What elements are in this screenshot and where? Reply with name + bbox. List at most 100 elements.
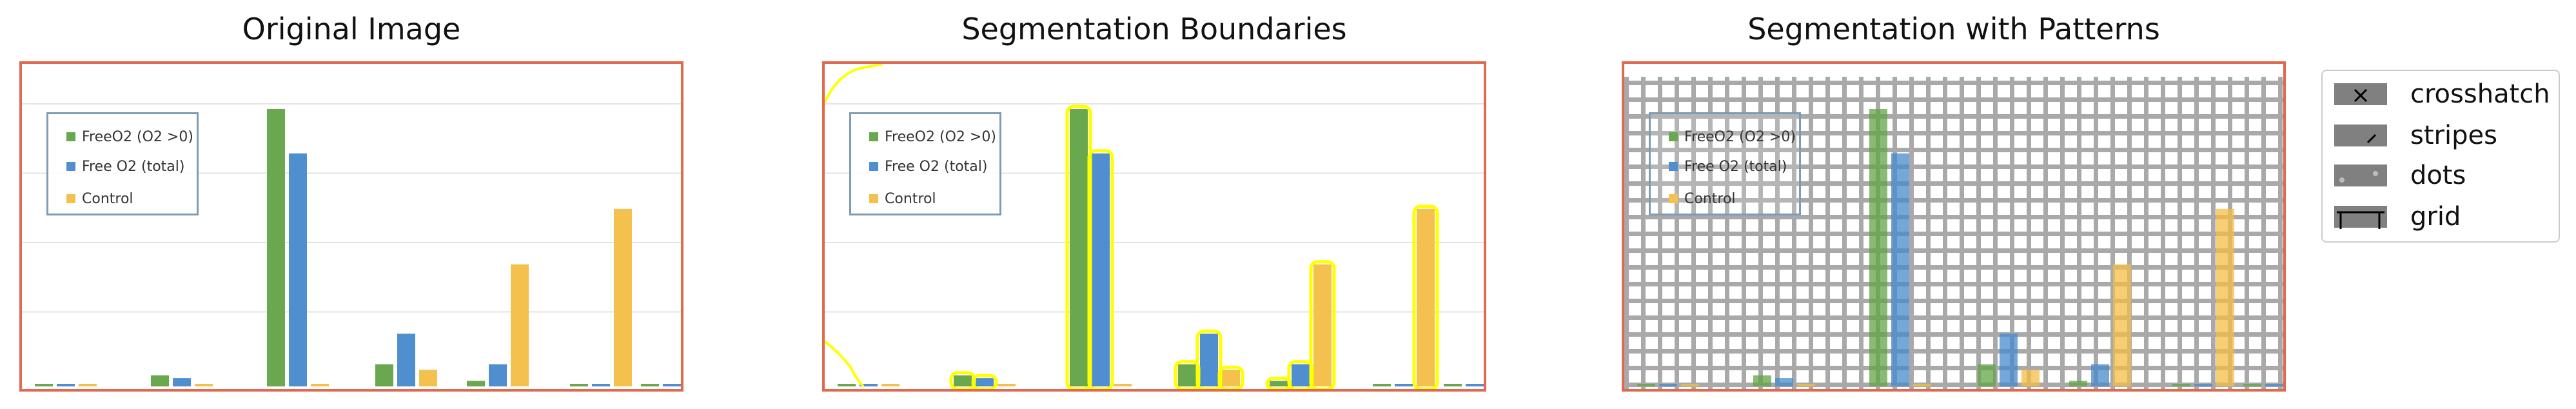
boundaries-chart: [825, 64, 1484, 389]
inset-legend-item: FreeO2 (O2 >0): [869, 128, 996, 145]
bar: [1797, 384, 1815, 386]
bar: [57, 384, 75, 386]
bar: [1978, 364, 1996, 386]
bar: [2172, 384, 2190, 386]
legend-label: FreeO2 (O2 >0): [885, 128, 996, 145]
panel-patterns: FreeO2 (O2 >0) Free O2 (total) Control: [1622, 61, 2286, 392]
crosshatch-swatch: [2334, 83, 2387, 105]
bar: [1913, 384, 1931, 386]
pattern-label: grid: [2410, 202, 2461, 232]
pattern-legend-item: stripes: [2334, 120, 2497, 151]
bar: [397, 334, 415, 386]
bar: [998, 384, 1016, 386]
inset-legend-item: Control: [66, 190, 133, 207]
bar: [1178, 364, 1196, 386]
legend-swatch: [869, 162, 878, 171]
legend-swatch: [1669, 162, 1678, 171]
bar: [1395, 384, 1413, 386]
bar: [195, 384, 213, 386]
bar: [2021, 370, 2040, 386]
panel-title-boundaries: Segmentation Boundaries: [961, 12, 1347, 46]
bar: [151, 375, 169, 386]
legend-label: Control: [82, 190, 133, 207]
bar: [1200, 334, 1218, 386]
bar: [1659, 384, 1677, 386]
original-chart: [22, 103, 681, 387]
bar: [2194, 384, 2212, 386]
legend-label: Control: [885, 190, 936, 207]
stripes-swatch: [2334, 125, 2387, 146]
legend-label: Free O2 (total): [82, 158, 185, 175]
patterns-chart: [1624, 77, 2283, 389]
segment-boundary: [971, 374, 998, 389]
bar: [641, 384, 659, 386]
grid-swatch: [2334, 206, 2387, 229]
bar: [2069, 381, 2087, 386]
pattern-legend-item: crosshatch: [2334, 79, 2550, 110]
pattern-overlay: [1624, 77, 2283, 389]
bar: [1466, 384, 1484, 386]
bar: [614, 208, 632, 386]
inset-legend-item: FreeO2 (O2 >0): [66, 128, 193, 145]
bar: [511, 264, 529, 386]
bar: [419, 370, 437, 386]
bar: [570, 384, 588, 386]
bar: [1092, 153, 1110, 387]
legend-label: FreeO2 (O2 >0): [1684, 128, 1796, 145]
inset-legend-item: Free O2 (total): [869, 158, 987, 175]
segment-boundary: [825, 340, 865, 388]
panel-boundaries: FreeO2 (O2 >0) Free O2 (total) Control: [822, 61, 1486, 392]
legend-swatch: [66, 162, 75, 171]
inset-legend: FreeO2 (O2 >0) Free O2 (total) Control: [46, 112, 199, 215]
bar: [881, 384, 900, 386]
bar: [2265, 384, 2283, 386]
pattern-legend: crosshatch stripes dots grid: [2321, 70, 2560, 243]
bar: [2243, 384, 2261, 386]
bar: [663, 384, 681, 386]
pattern-legend-item: grid: [2334, 201, 2461, 232]
inset-legend-item: Free O2 (total): [1669, 158, 1787, 175]
bar: [954, 375, 972, 386]
bar: [1114, 384, 1132, 386]
bar: [2000, 334, 2018, 386]
legend-swatch: [66, 194, 75, 203]
segment-boundary: [825, 64, 883, 103]
inset-legend: FreeO2 (O2 >0) Free O2 (total) Control: [849, 112, 1001, 215]
pattern-label: stripes: [2410, 121, 2497, 150]
bar: [1417, 208, 1435, 386]
bar: [375, 364, 393, 386]
segment-boundary: [1217, 365, 1244, 389]
bar: [311, 384, 329, 386]
legend-label: Control: [1684, 190, 1736, 207]
pattern-label: crosshatch: [2410, 79, 2550, 109]
bar: [1444, 384, 1462, 386]
legend-label: Free O2 (total): [1684, 158, 1787, 175]
panel-title-patterns: Segmentation with Patterns: [1747, 12, 2160, 46]
inset-legend-item: FreeO2 (O2 >0): [1669, 128, 1796, 145]
bar: [289, 153, 307, 387]
bar: [838, 384, 856, 386]
bar: [860, 384, 878, 386]
bar: [2216, 208, 2234, 386]
inset-legend: FreeO2 (O2 >0) Free O2 (total) Control: [1649, 112, 1801, 215]
legend-swatch: [869, 194, 878, 203]
inset-legend-item: Control: [1669, 190, 1736, 207]
bar: [35, 384, 53, 386]
segment-boundary: [1087, 149, 1114, 389]
bar: [1681, 384, 1699, 386]
pattern-legend-item: dots: [2334, 160, 2466, 191]
panel-original: FreeO2 (O2 >0) Free O2 (total) Control: [19, 61, 683, 392]
bar: [1869, 109, 1887, 386]
segment-boundary: [1412, 204, 1439, 389]
bar: [1637, 384, 1655, 386]
bar: [1775, 378, 1793, 386]
bar: [173, 378, 191, 386]
legend-label: Free O2 (total): [885, 158, 988, 175]
inset-legend-item: Free O2 (total): [66, 158, 184, 175]
dots-swatch: [2334, 165, 2387, 186]
legend-swatch: [66, 132, 75, 141]
bar: [2091, 364, 2109, 386]
bar: [2113, 264, 2131, 386]
bar: [1292, 364, 1310, 386]
panel-title-original: Original Image: [242, 12, 461, 46]
